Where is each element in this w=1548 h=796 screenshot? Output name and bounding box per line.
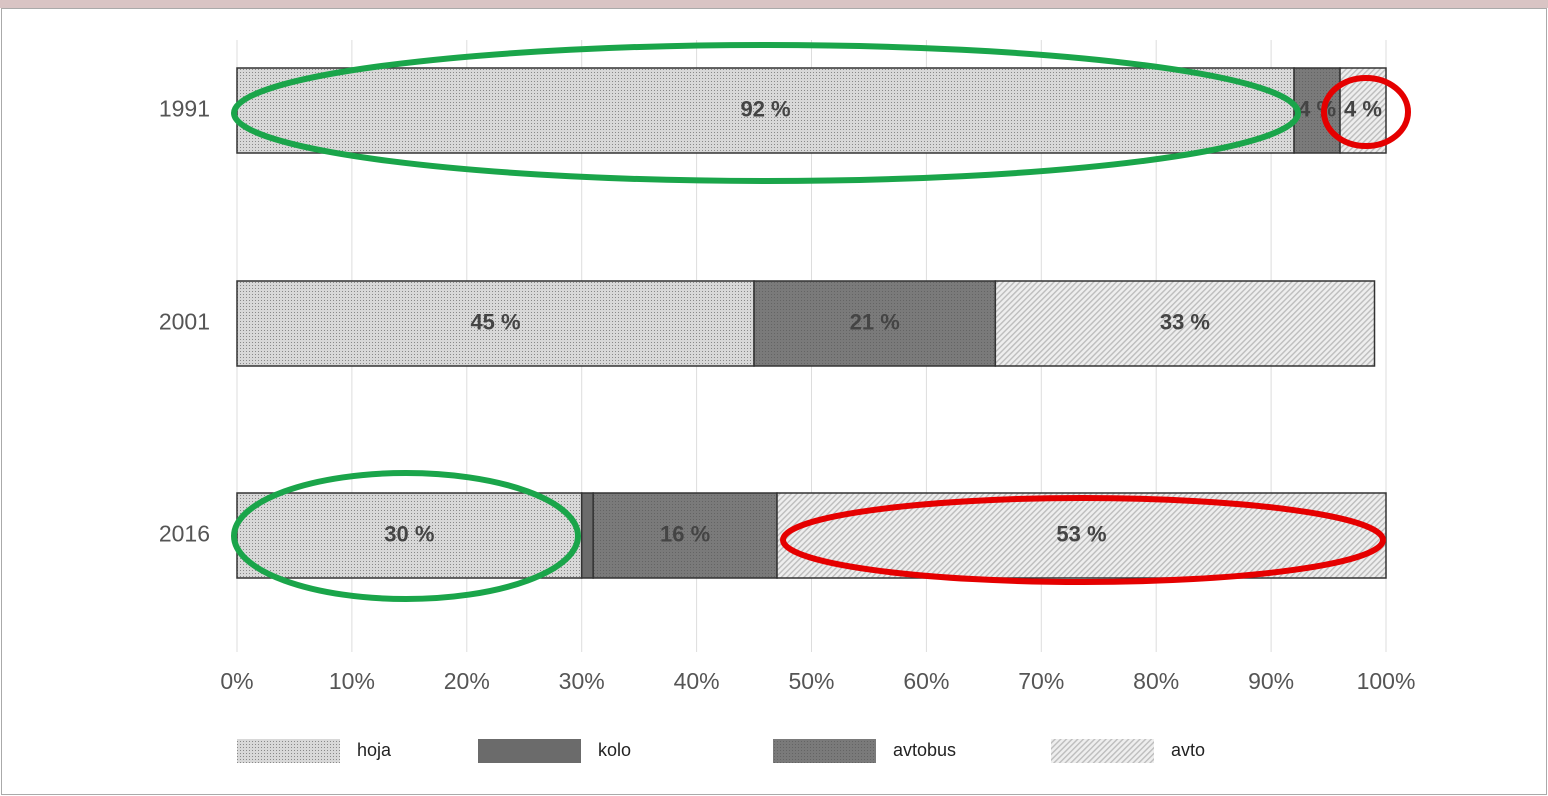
data-label: 53 % bbox=[1056, 521, 1106, 546]
bar-segment bbox=[994, 280, 1376, 367]
x-tick-label: 40% bbox=[674, 668, 720, 694]
legend-swatch bbox=[1051, 739, 1154, 763]
data-label: 92 % bbox=[740, 96, 790, 121]
bar-segment bbox=[753, 280, 997, 367]
highlight-ellipse bbox=[780, 495, 1386, 585]
legend-swatch bbox=[237, 739, 340, 763]
highlight-ellipse bbox=[231, 470, 581, 602]
data-label: 30 % bbox=[384, 521, 434, 546]
y-tick-label: 2016 bbox=[159, 521, 210, 547]
legend-label: hoja bbox=[357, 740, 392, 760]
x-tick-label: 50% bbox=[788, 668, 834, 694]
data-label: 21 % bbox=[850, 309, 900, 334]
x-tick-label: 60% bbox=[903, 668, 949, 694]
data-label: 4 % bbox=[1298, 96, 1336, 121]
bar-segment bbox=[236, 67, 1295, 154]
legend-label: avto bbox=[1171, 740, 1205, 760]
y-tick-label: 1991 bbox=[159, 96, 210, 122]
x-tick-label: 0% bbox=[220, 668, 253, 694]
x-tick-label: 20% bbox=[444, 668, 490, 694]
legend-label: kolo bbox=[598, 740, 631, 760]
frame bbox=[1, 8, 1547, 795]
data-label: 16 % bbox=[660, 521, 710, 546]
bar-segment bbox=[592, 492, 778, 579]
x-tick-label: 90% bbox=[1248, 668, 1294, 694]
y-tick-label: 2001 bbox=[159, 309, 210, 335]
x-tick-label: 10% bbox=[329, 668, 375, 694]
legend-swatch bbox=[478, 739, 581, 763]
legend-label: avtobus bbox=[893, 740, 956, 760]
highlight-ellipse bbox=[1321, 75, 1411, 149]
x-tick-label: 70% bbox=[1018, 668, 1064, 694]
x-tick-label: 80% bbox=[1133, 668, 1179, 694]
legend-swatch bbox=[773, 739, 876, 763]
bar-segment bbox=[236, 492, 583, 579]
data-label: 45 % bbox=[470, 309, 520, 334]
highlight-ellipse bbox=[231, 42, 1301, 184]
data-label: 4 % bbox=[1344, 96, 1382, 121]
top-strip bbox=[0, 0, 1548, 8]
x-tick-label: 30% bbox=[559, 668, 605, 694]
bar-segment bbox=[580, 492, 594, 579]
x-tick-label: 100% bbox=[1357, 668, 1416, 694]
data-label: 33 % bbox=[1160, 309, 1210, 334]
